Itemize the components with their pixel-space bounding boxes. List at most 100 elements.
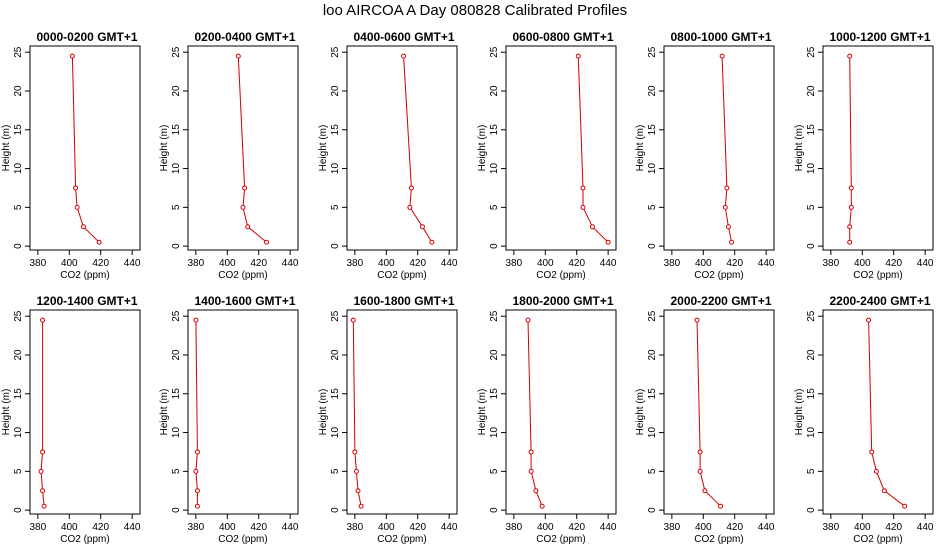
x-tick-label: 380	[347, 522, 364, 533]
data-point	[73, 185, 79, 191]
x-tick-label: 380	[823, 522, 840, 533]
y-axis-label: Height (m)	[159, 125, 170, 172]
x-tick-label: 420	[568, 522, 585, 533]
data-point	[847, 224, 853, 230]
y-tick-label: 10	[647, 163, 658, 175]
plot-frame	[346, 309, 458, 515]
y-tick-label: 10	[171, 427, 182, 439]
y-tick-label: 25	[330, 310, 341, 322]
y-tick-label: 20	[806, 85, 817, 97]
y-axis-label: Height (m)	[1, 389, 12, 436]
y-tick-label: 0	[330, 507, 341, 513]
data-point	[358, 503, 364, 509]
x-tick-label: 380	[664, 258, 681, 269]
data-point	[694, 317, 700, 323]
x-tick-label: 400	[854, 258, 871, 269]
y-axis-label: Height (m)	[477, 125, 488, 172]
y-tick-label: 0	[171, 507, 182, 513]
data-point	[702, 488, 708, 494]
y-tick-label: 5	[806, 204, 817, 210]
data-point	[528, 468, 534, 474]
profile-panel-5: 0800-1000 GMT+1 380 400 420 440 CO2 (ppm) 0 5 10…	[635, 30, 775, 281]
y-tick-label: 0	[647, 243, 658, 249]
panel-title: 0600-0800 GMT+1	[512, 30, 613, 44]
data-point	[235, 53, 241, 59]
x-tick-label: 400	[378, 522, 395, 533]
x-tick-label: 380	[188, 258, 205, 269]
y-tick-label: 0	[13, 507, 24, 513]
x-axis-label: CO2 (ppm)	[853, 534, 902, 545]
data-point	[41, 503, 47, 509]
profile-panel-6: 1000-1200 GMT+1 380 400 420 440 CO2 (ppm) 0 5 10…	[794, 30, 934, 281]
y-tick-label: 25	[647, 46, 658, 58]
x-tick-label: 400	[695, 258, 712, 269]
y-tick-label: 5	[171, 468, 182, 474]
y-axis-label: Height (m)	[477, 389, 488, 436]
profile-panel-8: 1400-1600 GMT+1 380 400 420 440 CO2 (ppm) 0 5 10…	[159, 294, 299, 545]
x-axis-label: CO2 (ppm)	[60, 270, 109, 281]
data-point	[718, 503, 724, 509]
data-point	[353, 468, 359, 474]
y-tick-label: 25	[330, 46, 341, 58]
x-axis-label: CO2 (ppm)	[694, 270, 743, 281]
plot-frame	[822, 309, 934, 515]
x-tick-label: 420	[568, 258, 585, 269]
x-tick-label: 400	[854, 522, 871, 533]
y-tick-label: 0	[647, 507, 658, 513]
y-tick-label: 20	[489, 349, 500, 361]
y-tick-label: 0	[13, 243, 24, 249]
y-tick-label: 10	[13, 163, 24, 175]
profile-panel-3: 0400-0600 GMT+1 380 400 420 440 CO2 (ppm) 0 5 10…	[318, 30, 458, 281]
profile-line	[696, 320, 721, 507]
data-point	[533, 488, 539, 494]
y-tick-label: 15	[806, 388, 817, 400]
profile-line	[237, 56, 267, 243]
profile-line	[849, 56, 852, 243]
data-point	[74, 204, 80, 210]
panel-title: 1000-1200 GMT+1	[829, 30, 930, 44]
data-point	[194, 449, 200, 455]
x-tick-label: 440	[917, 258, 934, 269]
y-axis-label: Height (m)	[1, 125, 12, 172]
x-tick-label: 420	[409, 522, 426, 533]
data-point	[722, 204, 728, 210]
data-point	[847, 239, 853, 245]
data-point	[873, 468, 879, 474]
x-tick-label: 400	[537, 522, 554, 533]
profile-line	[40, 320, 45, 507]
data-point	[419, 224, 425, 230]
x-tick-label: 440	[917, 522, 934, 533]
y-tick-label: 5	[806, 468, 817, 474]
x-tick-label: 380	[30, 258, 47, 269]
y-tick-label: 20	[647, 85, 658, 97]
y-tick-label: 5	[647, 204, 658, 210]
x-axis-label: CO2 (ppm)	[377, 534, 426, 545]
y-tick-label: 25	[13, 310, 24, 322]
data-point	[96, 239, 102, 245]
data-point	[719, 53, 725, 59]
y-tick-label: 10	[806, 427, 817, 439]
data-point	[407, 204, 413, 210]
y-tick-label: 25	[13, 46, 24, 58]
y-axis-label: Height (m)	[318, 125, 329, 172]
plot-frame	[29, 45, 141, 251]
profile-line	[195, 320, 198, 507]
x-tick-label: 400	[219, 258, 236, 269]
x-tick-label: 380	[664, 522, 681, 533]
x-tick-label: 440	[600, 522, 617, 533]
y-tick-label: 10	[330, 427, 341, 439]
plot-frame	[29, 309, 141, 515]
data-point	[580, 185, 586, 191]
data-point	[355, 488, 361, 494]
data-point	[539, 503, 545, 509]
panel-title: 2000-2200 GMT+1	[670, 294, 771, 308]
y-tick-label: 15	[13, 388, 24, 400]
y-tick-label: 10	[806, 163, 817, 175]
x-axis-label: CO2 (ppm)	[218, 534, 267, 545]
profile-line	[868, 320, 906, 507]
data-point	[40, 488, 46, 494]
x-tick-label: 440	[282, 258, 299, 269]
y-tick-label: 0	[330, 243, 341, 249]
x-axis-label: CO2 (ppm)	[218, 270, 267, 281]
y-tick-label: 10	[330, 163, 341, 175]
